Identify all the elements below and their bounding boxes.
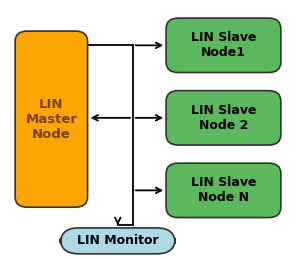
FancyBboxPatch shape: [166, 163, 281, 218]
FancyBboxPatch shape: [166, 91, 281, 145]
Text: LIN
Master
Node: LIN Master Node: [25, 98, 77, 141]
FancyBboxPatch shape: [15, 31, 88, 207]
FancyBboxPatch shape: [60, 228, 175, 254]
Text: LIN Monitor: LIN Monitor: [77, 234, 159, 247]
FancyBboxPatch shape: [166, 18, 281, 73]
Text: LIN Slave
Node1: LIN Slave Node1: [191, 31, 256, 59]
Text: LIN Slave
Node N: LIN Slave Node N: [191, 176, 256, 204]
Text: LIN Slave
Node 2: LIN Slave Node 2: [191, 104, 256, 132]
